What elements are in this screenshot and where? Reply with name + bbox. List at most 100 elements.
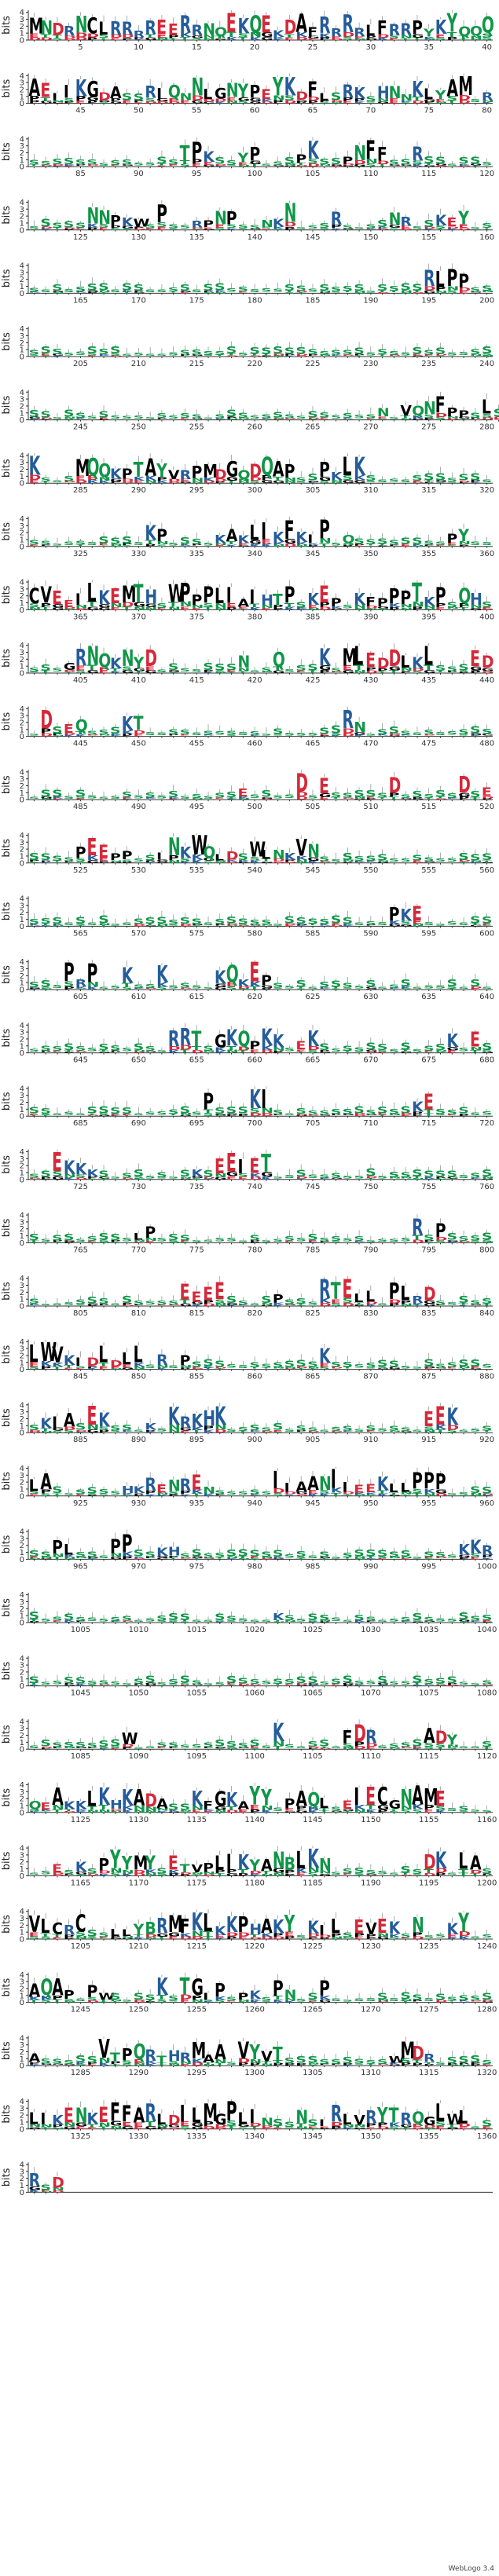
x-tick-label: 935 (189, 1499, 204, 1508)
logo-letter: K (400, 905, 413, 924)
x-tick-label: 680 (479, 1056, 494, 1065)
x-tick-label: 135 (189, 233, 204, 242)
logo-letter: S (295, 227, 306, 230)
logo-letter: K (284, 851, 296, 862)
logo-letter: I (249, 586, 255, 609)
logo-letter: S (122, 1238, 133, 1243)
logo-letter: S (307, 795, 318, 800)
logo-letter: L (64, 1542, 73, 1559)
logo-letter: S (331, 1557, 342, 1560)
logo-letter: H (168, 1545, 181, 1559)
logo-letter: K (447, 1030, 460, 1051)
y-tick-label: 4 (20, 768, 24, 777)
x-tick-label: 400 (479, 613, 494, 621)
x-tick-label: 915 (421, 1436, 436, 1444)
logo-letter: S (75, 1113, 86, 1116)
x-tick-label: 260 (248, 423, 262, 432)
logo-letter: S (424, 729, 435, 736)
logo-letter: N (354, 142, 366, 166)
logo-letter: S (284, 986, 295, 990)
logo-letter: S (319, 856, 330, 863)
x-tick-label: 345 (305, 550, 320, 558)
logo-letter: K (354, 590, 365, 609)
logo-letter: S (134, 1042, 145, 1052)
logo-letter: S (98, 729, 109, 736)
logo-letter: E (226, 9, 237, 38)
logo-letter: E (238, 787, 248, 799)
logo-letter: A (226, 525, 238, 545)
logo-letter: S (307, 288, 318, 293)
logo-letter: S (203, 1045, 214, 1052)
x-tick-label: 760 (479, 1183, 494, 1191)
x-tick-label: 735 (189, 1183, 204, 1191)
x-tick-label: 815 (189, 1309, 204, 1318)
logo-letter: A (40, 1469, 52, 1495)
logo-letter: D (86, 1355, 99, 1368)
x-tick-label: 565 (73, 929, 88, 938)
logo-letter: K (110, 467, 123, 482)
x-tick-label: 980 (248, 1562, 262, 1571)
logo-letter: S (215, 731, 226, 737)
logo-letter: F (365, 595, 376, 609)
logo-letter: S (261, 346, 272, 356)
logo-letter: S (389, 416, 400, 419)
x-tick-label: 850 (131, 1373, 146, 1381)
logo-letter: E (40, 79, 50, 102)
logo-letter: L (319, 91, 328, 103)
logo-letter: S (319, 918, 330, 926)
logo-letter: P (458, 271, 469, 293)
logo-letter: V (400, 404, 412, 419)
logo-letter: S (238, 224, 249, 229)
logo-letter: N (226, 80, 239, 102)
logo-letter: L (400, 652, 409, 672)
logo-letter: S (156, 669, 167, 673)
logo-letter: S (377, 1042, 388, 1052)
x-tick-label: 190 (363, 296, 378, 305)
logo-letter: Q (249, 11, 262, 38)
y-axis-label: bits (1, 902, 13, 920)
logo-letter: S (226, 730, 237, 736)
logo-letter: S (295, 1359, 306, 1369)
x-tick-label: 960 (479, 1499, 494, 1508)
logo-letter: S (191, 985, 202, 990)
logo-letter: S (249, 1303, 260, 1306)
logo-letter: S (365, 538, 376, 546)
logo-letter: S (482, 986, 493, 990)
x-tick-label: 35 (424, 43, 434, 52)
logo-letter: Q (98, 460, 111, 482)
logo-letter: S (412, 986, 423, 990)
logo-letter: S (343, 1425, 354, 1433)
logo-letter: A (29, 74, 41, 101)
logo-letter: P (389, 585, 400, 609)
y-tick-label: 4 (20, 1085, 24, 1093)
logo-letter: S (295, 1425, 306, 1433)
x-tick-label: 440 (479, 676, 494, 685)
logo-letter: S (261, 288, 272, 294)
logo-letter: S (168, 1300, 179, 1306)
logo-letter: A (238, 597, 250, 609)
logo-letter: I (343, 1480, 348, 1495)
x-tick-label: 60 (250, 107, 260, 115)
x-tick-label: 180 (248, 296, 262, 305)
logo-letter: L (261, 848, 270, 863)
logo-letter: S (307, 733, 318, 737)
logo-letter: S (145, 289, 156, 293)
logo-letter: S (168, 985, 179, 990)
y-tick-label: 4 (20, 1591, 24, 1600)
x-tick-label: 15 (192, 43, 202, 52)
logo-letter: S (389, 159, 400, 166)
logo-letter: P (284, 461, 295, 481)
x-tick-label: 895 (189, 1436, 204, 1444)
logo-letter: S (168, 158, 179, 166)
logo-letter: G (86, 76, 98, 102)
logo-letter: S (40, 1169, 51, 1180)
logo-letter: S (343, 349, 354, 357)
logo-letter: S (238, 412, 249, 419)
logo-letter: E (295, 1040, 306, 1052)
logo-letter: Q (215, 25, 227, 39)
logo-letter: R (331, 26, 343, 39)
logo-letter: E (470, 1029, 480, 1052)
logo-letter: S (319, 1173, 330, 1179)
logo-letter: S (29, 1106, 40, 1116)
